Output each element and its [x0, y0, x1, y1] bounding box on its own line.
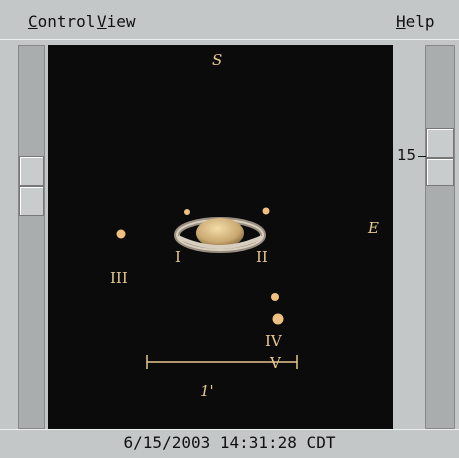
zoom-pointer — [418, 156, 426, 157]
scroll-thumb-top[interactable] — [19, 156, 44, 186]
moon-label: III — [110, 269, 128, 287]
zoom-thumb-bottom[interactable] — [426, 158, 454, 186]
status-bar: 6/15/2003 14:31:28 CDT — [0, 429, 459, 458]
zoom-slider[interactable] — [425, 45, 455, 429]
moon-dot — [271, 293, 279, 301]
saturn — [174, 217, 266, 253]
menu-help[interactable]: Help — [396, 12, 435, 31]
sky-view: S E I II III IV V 1' — [48, 45, 393, 429]
menu-control[interactable]: Control — [28, 12, 96, 31]
moon-label: I — [175, 248, 181, 266]
left-scrollbar[interactable] — [18, 45, 45, 429]
scale-label: 1' — [200, 382, 214, 400]
direction-north: S — [212, 51, 222, 69]
moon-label: IV — [265, 332, 283, 350]
zoom-value: 15 — [397, 146, 417, 164]
moon-label: II — [256, 248, 268, 266]
moon-dot — [116, 229, 126, 239]
moon-dot — [272, 313, 284, 325]
moon-dot — [184, 209, 190, 215]
moon-label: V — [269, 354, 282, 372]
direction-east: E — [367, 219, 379, 237]
scale-bar — [146, 355, 298, 369]
status-time: 6/15/2003 14:31:28 CDT — [123, 433, 336, 452]
menu-bar: Control View Help — [0, 0, 459, 40]
menu-view[interactable]: View — [97, 12, 136, 31]
zoom-thumb-top[interactable] — [426, 128, 454, 158]
scroll-thumb-bottom[interactable] — [19, 186, 44, 216]
moon-dot — [262, 207, 270, 215]
